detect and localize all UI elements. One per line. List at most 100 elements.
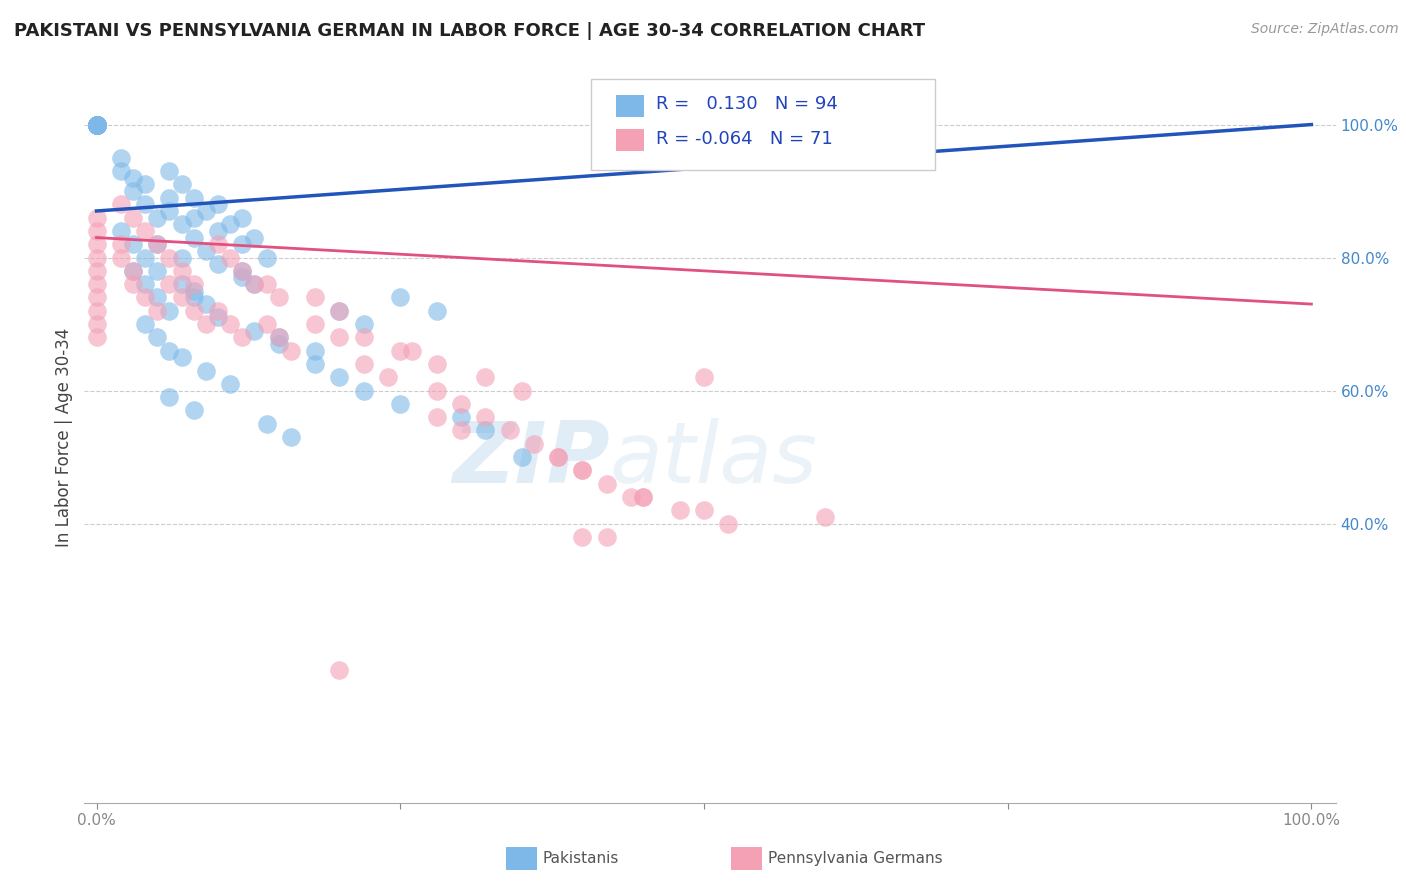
Point — [231, 330, 253, 344]
Point — [110, 224, 132, 238]
Point — [157, 191, 180, 205]
Point — [134, 277, 156, 292]
Point — [328, 330, 350, 344]
Point — [304, 357, 326, 371]
Point — [571, 530, 593, 544]
Text: Pennsylvania Germans: Pennsylvania Germans — [768, 852, 942, 866]
Point — [596, 530, 619, 544]
Point — [194, 244, 217, 258]
Point — [86, 118, 108, 132]
Point — [86, 264, 108, 278]
Point — [146, 290, 169, 304]
Point — [146, 237, 169, 252]
Point — [353, 357, 375, 371]
Point — [693, 503, 716, 517]
Point — [86, 211, 108, 225]
Point — [243, 324, 266, 338]
Point — [86, 118, 108, 132]
Point — [207, 310, 229, 325]
Point — [207, 303, 229, 318]
Point — [157, 204, 180, 219]
Point — [267, 330, 290, 344]
Point — [426, 303, 449, 318]
Point — [243, 277, 266, 292]
Point — [110, 251, 132, 265]
Point — [328, 663, 350, 677]
Point — [219, 251, 242, 265]
Text: Source: ZipAtlas.com: Source: ZipAtlas.com — [1251, 22, 1399, 37]
Point — [122, 264, 145, 278]
Point — [267, 290, 290, 304]
Point — [328, 370, 350, 384]
Point — [547, 450, 569, 464]
Point — [194, 297, 217, 311]
Point — [256, 317, 278, 331]
Point — [328, 303, 350, 318]
Point — [157, 303, 180, 318]
Point — [86, 118, 108, 132]
Point — [426, 357, 449, 371]
Text: PAKISTANI VS PENNSYLVANIA GERMAN IN LABOR FORCE | AGE 30-34 CORRELATION CHART: PAKISTANI VS PENNSYLVANIA GERMAN IN LABO… — [14, 22, 925, 40]
Point — [267, 337, 290, 351]
Point — [207, 257, 229, 271]
Point — [110, 151, 132, 165]
Y-axis label: In Labor Force | Age 30-34: In Labor Force | Age 30-34 — [55, 327, 73, 547]
Point — [389, 397, 412, 411]
Point — [596, 476, 619, 491]
Point — [243, 230, 266, 244]
Point — [170, 351, 193, 365]
Point — [146, 264, 169, 278]
Point — [110, 197, 132, 211]
Point — [256, 277, 278, 292]
Point — [620, 490, 643, 504]
Point — [231, 264, 253, 278]
Point — [157, 390, 180, 404]
FancyBboxPatch shape — [616, 95, 644, 118]
Point — [267, 330, 290, 344]
Point — [547, 450, 569, 464]
Point — [122, 184, 145, 198]
Point — [86, 118, 108, 132]
Point — [377, 370, 399, 384]
Point — [328, 303, 350, 318]
Point — [183, 284, 205, 298]
Point — [814, 509, 837, 524]
Point — [571, 463, 593, 477]
Point — [183, 290, 205, 304]
Point — [122, 237, 145, 252]
Point — [86, 290, 108, 304]
Point — [170, 290, 193, 304]
Point — [134, 317, 156, 331]
Point — [256, 251, 278, 265]
Point — [86, 118, 108, 132]
Point — [183, 191, 205, 205]
Point — [510, 384, 533, 398]
Point — [474, 424, 496, 438]
Point — [86, 118, 108, 132]
Point — [401, 343, 423, 358]
Point — [194, 317, 217, 331]
Point — [631, 490, 654, 504]
Point — [353, 330, 375, 344]
Point — [450, 424, 472, 438]
Point — [146, 237, 169, 252]
Point — [86, 118, 108, 132]
Point — [389, 290, 412, 304]
Point — [450, 397, 472, 411]
Point — [231, 264, 253, 278]
Point — [523, 436, 546, 450]
Point — [389, 343, 412, 358]
Point — [86, 118, 108, 132]
Point — [134, 197, 156, 211]
Point — [219, 317, 242, 331]
Point — [157, 251, 180, 265]
Text: R = -0.064   N = 71: R = -0.064 N = 71 — [657, 129, 832, 148]
Point — [86, 277, 108, 292]
Point — [134, 224, 156, 238]
Point — [183, 211, 205, 225]
Point — [353, 384, 375, 398]
Point — [86, 118, 108, 132]
Point — [122, 170, 145, 185]
Text: Pakistanis: Pakistanis — [543, 852, 619, 866]
Point — [183, 403, 205, 417]
